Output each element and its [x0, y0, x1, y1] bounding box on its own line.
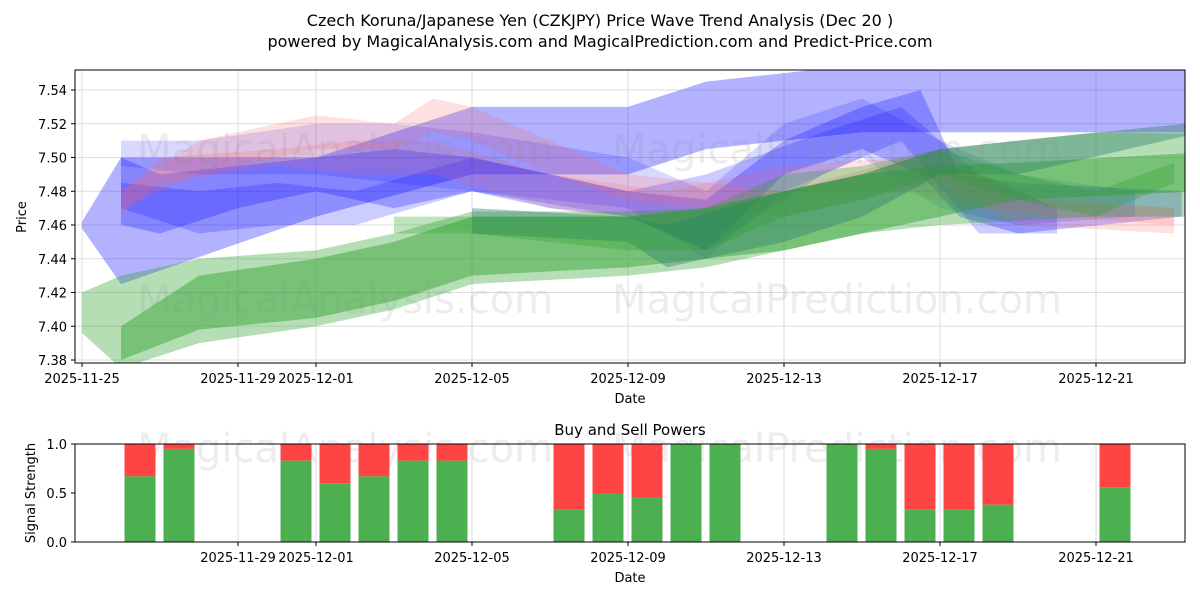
y-tick-label: 7.54 [38, 84, 67, 99]
sell-bar [982, 444, 1014, 505]
wave-band [82, 70, 1185, 285]
buy-bar [358, 476, 390, 542]
signal-grid [237, 444, 1097, 542]
buy-bar [280, 460, 312, 542]
x-tick-label: 2025-12-09 [590, 372, 666, 387]
x-tick-label: 2025-12-05 [434, 551, 510, 566]
buy-bar [592, 493, 624, 542]
chart-title: Czech Koruna/Japanese Yen (CZKJPY) Price… [307, 11, 893, 30]
sell-bar [943, 444, 975, 510]
x-tick-label: 2025-12-09 [590, 551, 666, 566]
buy-bar [670, 444, 702, 542]
y-tick-label: 0.5 [46, 487, 67, 502]
chart-subtitle: powered by MagicalAnalysis.com and Magic… [267, 32, 932, 51]
x-tick-label: 2025-12-13 [746, 551, 822, 566]
sell-bar [124, 444, 156, 477]
y-tick-label: 7.42 [38, 287, 67, 302]
y-tick-label: 7.52 [38, 118, 67, 133]
buy-bar [319, 483, 351, 542]
x-tick-label: 2025-12-05 [434, 372, 510, 387]
buy-bar [631, 497, 663, 542]
watermark-text: MagicalAnalysis.com [137, 277, 553, 323]
y-tick-label: 7.44 [38, 253, 67, 268]
price-xlabel: Date [614, 392, 645, 407]
buy-bar [826, 444, 858, 542]
wave-band [121, 153, 1185, 360]
x-tick-label: 2025-12-01 [278, 551, 354, 566]
price-axes-frame [74, 69, 1186, 364]
buy-bar [553, 509, 585, 542]
wave-band [82, 132, 1185, 363]
y-tick-label: 7.46 [38, 219, 67, 234]
x-tick-label: 2025-12-17 [902, 372, 978, 387]
buy-bar [397, 460, 429, 542]
buy-bar [163, 448, 195, 542]
sell-bar [436, 444, 468, 461]
buy-bar [904, 509, 936, 542]
buy-bar [436, 460, 468, 542]
buy-bar [943, 509, 975, 542]
wave-band [121, 98, 1135, 259]
signal-title: Buy and Sell Powers [554, 421, 706, 439]
wave-band [472, 123, 1185, 268]
y-tick-label: 7.40 [38, 320, 67, 335]
y-tick-label: 7.48 [38, 185, 67, 200]
sell-bar [1099, 444, 1131, 488]
signal-axes: 0.0 0.5 1.0 2025-11-29 2025-12-01 2025-12-05 2… [46, 438, 1133, 566]
buy-bar [982, 504, 1014, 542]
wave-band [121, 140, 1174, 225]
x-tick-label: 2025-12-13 [746, 372, 822, 387]
sell-bar [592, 444, 624, 493]
wave-band [121, 90, 1182, 251]
sell-bar [280, 444, 312, 461]
y-tick-label: 1.0 [46, 438, 67, 453]
sell-bar [358, 444, 390, 477]
buy-bar [124, 476, 156, 542]
sell-bar [397, 444, 429, 461]
sell-bar [319, 444, 351, 484]
price-axes: 7.38 7.40 7.42 7.44 7.46 7.48 7.50 7.52 7.54 2025… [38, 84, 1134, 387]
y-tick-label: 7.38 [38, 354, 67, 369]
y-tick-label: 7.50 [38, 152, 67, 167]
signal-xlabel: Date [614, 571, 645, 586]
buy-bar [1099, 487, 1131, 542]
sell-bar [904, 444, 936, 510]
x-tick-label: 2025-12-21 [1058, 372, 1134, 387]
x-tick-label: 2025-11-29 [200, 372, 276, 387]
wave-band [394, 149, 1174, 251]
sell-bar [163, 444, 195, 449]
x-tick-label: 2025-12-01 [278, 372, 354, 387]
watermark-text: MagicalPrediction.com [612, 127, 1062, 173]
buy-bar [709, 444, 741, 542]
watermark-text: MagicalAnalysis.com [137, 127, 553, 173]
wave-band [121, 106, 1057, 251]
x-tick-label: 2025-11-25 [44, 372, 120, 387]
signal-ylabel: Signal Strength [24, 443, 39, 543]
sell-bar [553, 444, 585, 510]
x-tick-label: 2025-12-21 [1058, 551, 1134, 566]
price-bands [82, 70, 1185, 363]
buy-bar [865, 448, 897, 542]
watermark-text: MagicalPrediction.com [612, 277, 1062, 323]
price-grid [75, 70, 1185, 363]
y-tick-label: 0.0 [46, 536, 67, 551]
sell-bar [865, 444, 897, 449]
price-ylabel: Price [15, 201, 30, 233]
x-tick-label: 2025-12-17 [902, 551, 978, 566]
wave-band [121, 98, 1174, 234]
sell-bar [631, 444, 663, 498]
signal-bars [124, 444, 1131, 542]
x-tick-label: 2025-11-29 [200, 551, 276, 566]
